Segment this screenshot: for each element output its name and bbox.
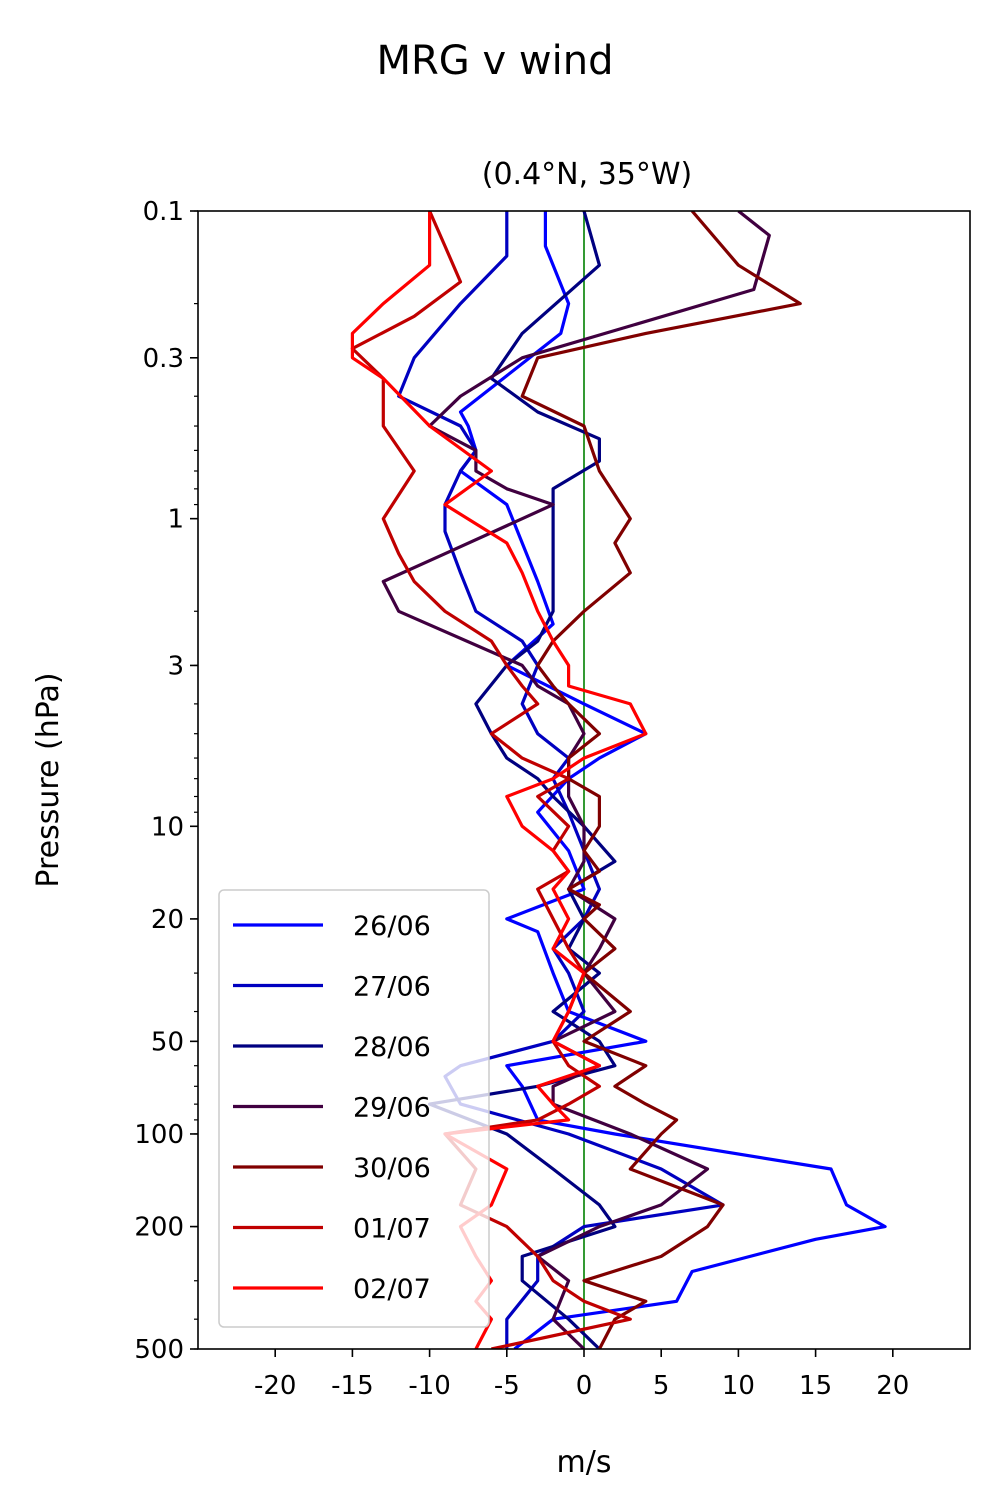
y-tick-label: 200	[134, 1213, 184, 1243]
y-tick-label: 1	[167, 505, 184, 535]
x-tick-label: 0	[576, 1371, 593, 1401]
chart-title: MRG v wind	[377, 38, 614, 84]
series-line-30-06	[520, 211, 802, 1349]
x-tick-label: -15	[331, 1371, 373, 1401]
series-line-29-06	[381, 211, 771, 1349]
x-tick-label: -10	[408, 1371, 450, 1401]
legend: 26/06 27/06 28/06 29/06 30/06 01/07 02/07	[218, 889, 490, 1328]
y-tick-label: 20	[151, 905, 184, 935]
legend-label: 01/07	[353, 1214, 431, 1245]
x-tick-label: -20	[254, 1371, 296, 1401]
x-tick-label: -5	[494, 1371, 520, 1401]
y-tick-label: 0.3	[143, 344, 184, 374]
y-tick-label: 3	[167, 651, 184, 681]
plot-area	[350, 211, 887, 1349]
y-axis-label: Pressure (hPa)	[31, 672, 66, 887]
y-tick-label: 50	[151, 1027, 184, 1057]
x-axis-label: m/s	[557, 1445, 612, 1480]
legend-label: 02/07	[353, 1274, 431, 1305]
legend-label: 27/06	[353, 972, 431, 1003]
legend-label: 30/06	[353, 1153, 431, 1184]
y-tick-label: 0.1	[143, 197, 184, 227]
legend-label: 29/06	[353, 1093, 431, 1124]
x-axis: -20 -15 -10 -5 0 5 10 15 20	[254, 1349, 909, 1401]
x-tick-label: 20	[876, 1371, 909, 1401]
y-tick-label: 500	[134, 1335, 184, 1365]
y-tick-label: 10	[151, 812, 184, 842]
series-line-28-06	[428, 211, 617, 1349]
series-line-02-07	[350, 211, 648, 1349]
y-tick-label: 100	[134, 1120, 184, 1150]
series-line-26-06	[458, 211, 887, 1349]
x-tick-label: 15	[799, 1371, 832, 1401]
series-lines	[350, 211, 887, 1349]
y-axis: 0.1 0.3 1 3 10 20 50 100 200 500	[134, 197, 198, 1365]
legend-box	[218, 889, 490, 1328]
x-tick-label: 5	[653, 1371, 670, 1401]
x-tick-label: 10	[722, 1371, 755, 1401]
legend-label: 28/06	[353, 1032, 431, 1063]
chart-subtitle: (0.4°N, 35°W)	[482, 157, 692, 192]
legend-label: 26/06	[353, 911, 431, 942]
